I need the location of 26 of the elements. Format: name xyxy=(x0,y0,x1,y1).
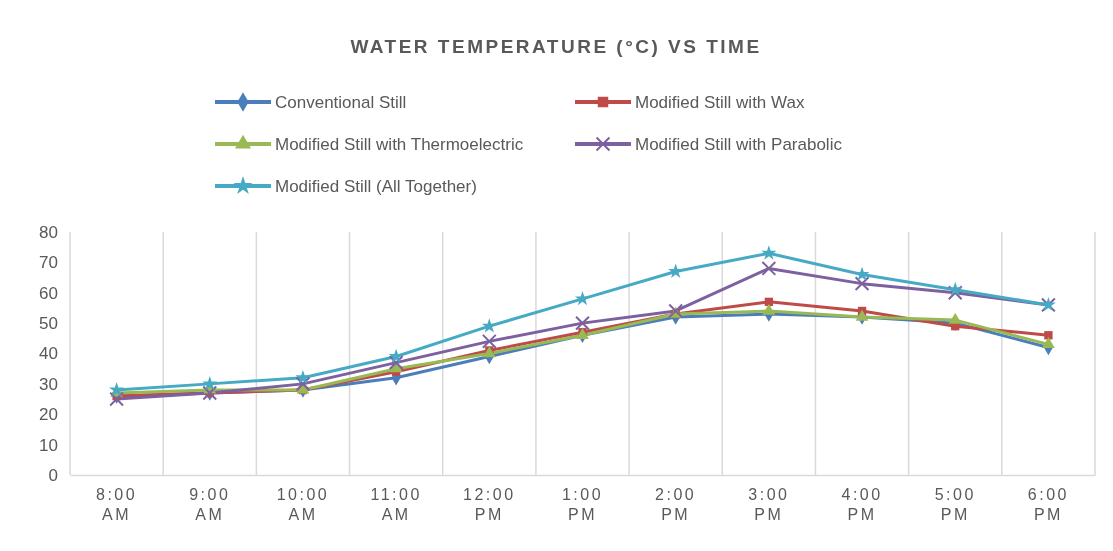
chart-title: WATER TEMPERATURE (°C) VS TIME xyxy=(350,36,762,57)
x-tick-label: 3:00 PM xyxy=(748,486,790,523)
y-tick-label: 70 xyxy=(39,253,58,273)
y-tick-label: 80 xyxy=(39,222,58,242)
y-tick-label: 40 xyxy=(39,344,58,364)
x-tick-label: 6:00 PM xyxy=(1027,486,1069,523)
y-tick-label: 0 xyxy=(48,465,58,485)
legend-label: Conventional Still xyxy=(275,93,407,112)
x-tick-label: 1:00 PM xyxy=(561,486,604,523)
x-tick-label: 5:00 PM xyxy=(934,486,976,523)
x-tick-label: 11:00 AM xyxy=(370,486,422,523)
y-tick-label: 50 xyxy=(39,314,58,334)
x-tick-label: 9:00 AM xyxy=(189,486,231,523)
legend-label: Modified Still (All Together) xyxy=(275,177,477,196)
legend-label: Modified Still with Parabolic xyxy=(635,135,843,154)
y-tick-label: 10 xyxy=(39,435,58,455)
legend-label: Modified Still with Wax xyxy=(635,93,805,112)
y-tick-label: 60 xyxy=(39,283,58,303)
x-tick-label: 4:00 PM xyxy=(841,486,883,523)
x-tick-label: 12:00 PM xyxy=(463,486,516,523)
x-tick-label: 2:00 PM xyxy=(655,486,697,523)
x-tick-label: 10:00 AM xyxy=(276,486,330,523)
y-tick-label: 20 xyxy=(39,405,58,425)
legend-label: Modified Still with Thermoelectric xyxy=(275,135,524,154)
y-tick-label: 30 xyxy=(39,374,58,394)
x-tick-label: 8:00 AM xyxy=(96,486,138,523)
